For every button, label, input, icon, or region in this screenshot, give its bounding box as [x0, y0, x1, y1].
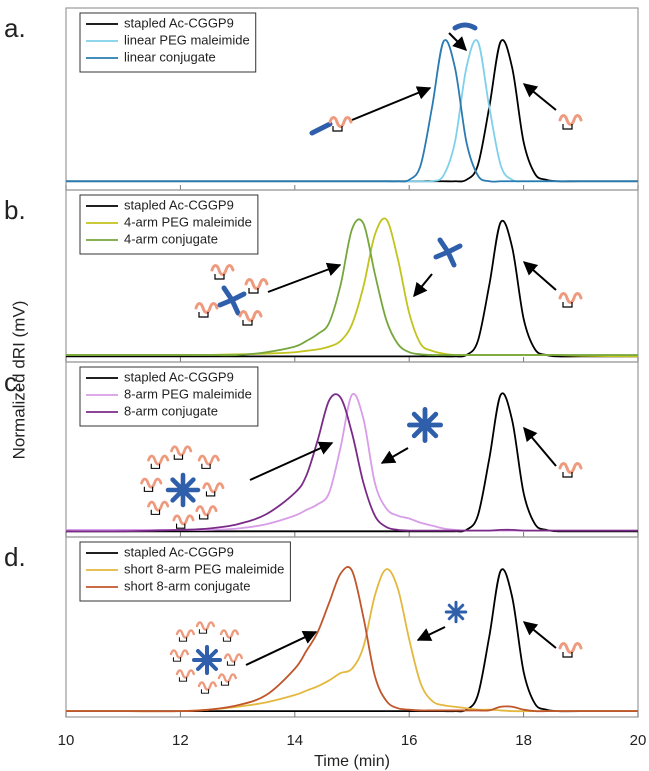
legend: stapled Ac-CGGP9 linear PEG maleimide line… — [79, 12, 257, 73]
legend-label: stapled Ac-CGGP9 — [124, 544, 234, 559]
legend-label: 4-arm PEG maleimide — [124, 214, 252, 229]
legend-label: 4-arm conjugate — [124, 231, 218, 246]
legend-label: short 8-arm PEG maleimide — [124, 561, 284, 576]
molecule-icons — [142, 22, 583, 693]
legend-label: stapled Ac-CGGP9 — [124, 197, 234, 212]
data-line — [65, 566, 638, 713]
data-line — [65, 568, 638, 713]
plots: a. stapled Ac-CGGP9 linear PEG maleimide li… — [4, 7, 647, 770]
x-tick-label: 20 — [630, 732, 647, 749]
legend-box — [79, 12, 257, 73]
panel-frame — [65, 536, 639, 718]
data-line — [66, 39, 638, 183]
x-tick-label: 16 — [401, 732, 418, 749]
x-tick-label: 10 — [58, 732, 75, 749]
legend-label: stapled Ac-CGGP9 — [124, 369, 234, 384]
panel-label: c. — [4, 367, 24, 397]
legend-label: 8-arm PEG maleimide — [124, 386, 252, 401]
legend-box — [79, 194, 259, 255]
legend-label: linear conjugate — [124, 49, 216, 64]
legend-box — [79, 541, 291, 602]
data-line — [66, 219, 638, 358]
x-tick-label: 14 — [286, 732, 303, 749]
legend: stapled Ac-CGGP9 8-arm PEG maleimide 8-arm… — [79, 366, 259, 427]
x-tick-label: 18 — [515, 732, 532, 749]
data-line — [65, 393, 638, 533]
legend: stapled Ac-CGGP9 short 8-arm PEG maleimid… — [79, 541, 291, 602]
data-line — [65, 568, 638, 713]
panel-label: a. — [4, 13, 26, 43]
legend-label: short 8-arm conjugate — [124, 578, 250, 593]
legend-label: linear PEG maleimide — [124, 32, 250, 47]
legend-label: 8-arm conjugate — [124, 403, 218, 418]
legend: stapled Ac-CGGP9 4-arm PEG maleimide 4-arm… — [79, 194, 259, 255]
x-axis-label: Time (min) — [314, 753, 390, 770]
panel-label: b. — [4, 195, 26, 225]
legend-box — [79, 366, 259, 427]
data-line — [66, 218, 638, 357]
legend-label: stapled Ac-CGGP9 — [124, 15, 234, 30]
y-axis-label: Normalized dRI (mV) — [9, 301, 28, 460]
x-tick-label: 12 — [172, 732, 189, 749]
annotations — [245, 32, 557, 666]
panel-label: d. — [4, 542, 26, 572]
